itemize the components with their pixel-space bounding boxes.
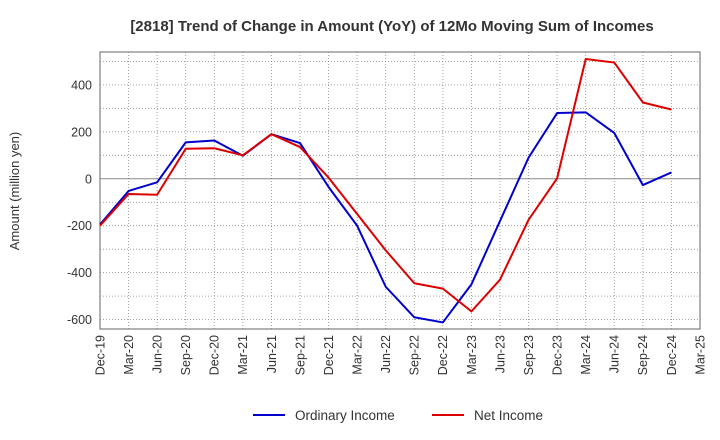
x-tick-label: Jun-20 xyxy=(151,335,165,373)
x-tick-label: Mar-24 xyxy=(579,335,593,375)
x-tick-label: Sep-20 xyxy=(179,335,193,375)
x-tick-label: Dec-24 xyxy=(665,335,679,375)
x-tick-label: Jun-24 xyxy=(608,335,622,373)
y-tick-label: -200 xyxy=(67,219,92,233)
x-tick-label: Jun-22 xyxy=(379,335,393,373)
series-line-net-income xyxy=(99,58,672,313)
y-tick-label: 400 xyxy=(71,78,92,92)
x-tick-label: Sep-22 xyxy=(408,335,422,375)
x-tick-label: Dec-19 xyxy=(93,335,107,375)
chart-title: [2818] Trend of Change in Amount (YoY) o… xyxy=(130,18,653,35)
y-tick-label: -600 xyxy=(67,313,92,327)
y-tick-label: 200 xyxy=(71,125,92,139)
x-tick-label: Sep-23 xyxy=(522,335,536,375)
x-tick-label: Sep-24 xyxy=(636,335,650,375)
series-line-ordinary-income xyxy=(99,111,672,324)
x-tick-label: Dec-22 xyxy=(436,335,450,375)
legend-label: Net Income xyxy=(474,408,543,423)
x-tick-label: Mar-23 xyxy=(465,335,479,375)
x-axis-ticks: Dec-19 Mar-20 Jun-20 Sep-20 Dec-20 Mar-21 Jun-… xyxy=(93,335,707,375)
plot-area xyxy=(99,51,701,330)
y-axis-ticks: 400 200 0 -200 -400 -600 xyxy=(67,78,92,327)
legend: Ordinary Income Net Income xyxy=(253,408,543,423)
grid xyxy=(100,52,700,329)
x-tick-label: Mar-22 xyxy=(351,335,365,375)
x-tick-label: Sep-21 xyxy=(293,335,307,375)
x-tick-label: Dec-20 xyxy=(208,335,222,375)
x-tick-label: Mar-21 xyxy=(236,335,250,375)
x-tick-label: Jun-21 xyxy=(265,335,279,373)
x-tick-label: Mar-20 xyxy=(122,335,136,375)
x-tick-label: Dec-23 xyxy=(551,335,565,375)
legend-label: Ordinary Income xyxy=(295,408,395,423)
x-tick-label: Mar-25 xyxy=(693,335,707,375)
x-tick-label: Jun-23 xyxy=(493,335,507,373)
series-group xyxy=(99,58,672,324)
y-tick-label: 0 xyxy=(85,172,92,186)
y-axis-label: Amount (million yen) xyxy=(7,132,22,251)
x-tick-label: Dec-21 xyxy=(322,335,336,375)
y-tick-label: -400 xyxy=(67,266,92,280)
